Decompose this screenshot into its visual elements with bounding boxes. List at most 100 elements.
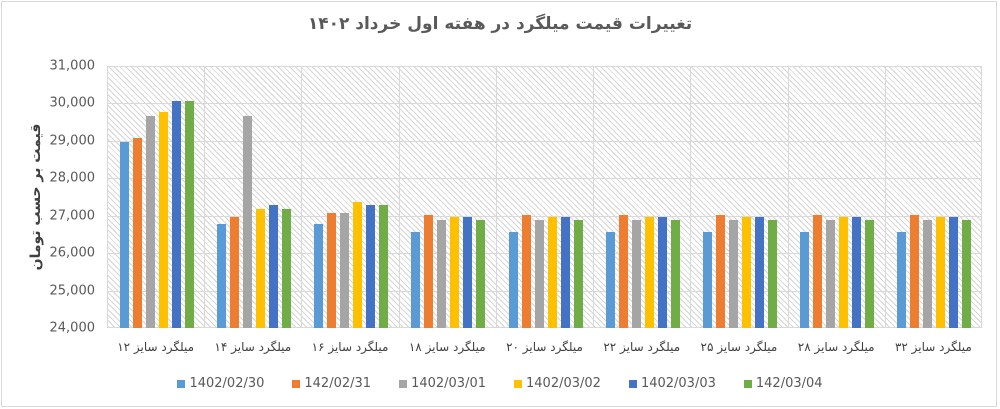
gridline-vertical bbox=[204, 67, 206, 327]
bar bbox=[366, 205, 376, 328]
bar bbox=[534, 220, 544, 328]
y-tick-label: 31,000 bbox=[49, 58, 96, 74]
gridline-vertical bbox=[301, 67, 303, 327]
x-tick-label: میلگرد سایز ۲۰ bbox=[506, 340, 583, 354]
bar bbox=[132, 138, 142, 328]
bar bbox=[800, 231, 810, 328]
legend-label: 1402/02/30 bbox=[189, 376, 265, 391]
legend-label: 142/03/04 bbox=[755, 376, 823, 391]
gridline-vertical bbox=[787, 67, 789, 327]
bar bbox=[728, 220, 738, 328]
bar bbox=[145, 115, 155, 328]
bar bbox=[702, 231, 712, 328]
legend-item: 1402/03/03 bbox=[628, 376, 716, 391]
bar bbox=[910, 214, 920, 328]
bar bbox=[670, 220, 680, 328]
x-tick-label: میلگرد سایز ۲۲ bbox=[603, 340, 681, 354]
bar bbox=[353, 201, 363, 328]
bar bbox=[923, 220, 933, 328]
gridline-vertical bbox=[884, 67, 886, 327]
bar bbox=[158, 111, 168, 328]
bar bbox=[424, 214, 434, 328]
legend: 1402/02/30 142/02/31 1402/03/01 1402/03/02 1… bbox=[0, 376, 1000, 391]
bar bbox=[521, 214, 531, 328]
x-tick-label: میلگرد سایز ۱۴ bbox=[214, 340, 292, 354]
bar bbox=[767, 220, 777, 328]
gridline-vertical bbox=[495, 67, 497, 327]
bar bbox=[450, 216, 460, 328]
chart-title: تغییرات قیمت میلگرد در هفته اول خرداد ۱۴… bbox=[307, 14, 693, 34]
legend-swatch-icon bbox=[292, 379, 301, 388]
y-tick-label: 25,000 bbox=[49, 283, 96, 299]
bar bbox=[229, 216, 239, 328]
gridline-horizontal bbox=[108, 215, 981, 217]
x-tick-label: میلگرد سایز ۱۶ bbox=[311, 340, 389, 354]
bar bbox=[379, 205, 389, 328]
x-tick-label: میلگرد سایز ۲۸ bbox=[797, 340, 875, 354]
bar bbox=[119, 141, 129, 328]
bar bbox=[852, 216, 862, 328]
legend-swatch-icon bbox=[399, 379, 408, 388]
bar bbox=[644, 216, 654, 328]
bar bbox=[242, 115, 252, 328]
bar bbox=[949, 216, 959, 328]
bar bbox=[314, 224, 324, 328]
bar bbox=[281, 209, 291, 328]
bar bbox=[184, 100, 194, 328]
legend-item: 142/02/31 bbox=[292, 376, 371, 391]
legend-label: 1402/03/01 bbox=[411, 376, 486, 391]
bar bbox=[631, 220, 641, 328]
gridline-vertical bbox=[398, 67, 400, 327]
y-tick-label: 26,000 bbox=[49, 245, 96, 261]
bar bbox=[573, 220, 583, 328]
bar bbox=[962, 220, 972, 328]
y-tick-label: 24,000 bbox=[49, 320, 96, 336]
bar bbox=[605, 231, 615, 328]
bar bbox=[741, 216, 751, 328]
legend-swatch-icon bbox=[628, 379, 637, 388]
x-tick-label: میلگرد سایز ۱۸ bbox=[408, 340, 486, 354]
bar bbox=[411, 231, 421, 328]
bar bbox=[437, 220, 447, 328]
gridline-horizontal bbox=[108, 103, 981, 105]
bar bbox=[936, 216, 946, 328]
bar bbox=[255, 209, 265, 328]
bar bbox=[476, 220, 486, 328]
y-tick-label: 28,000 bbox=[49, 170, 96, 186]
x-tick-label: میلگرد سایز ۲۵ bbox=[700, 340, 778, 354]
legend-swatch-icon bbox=[514, 379, 522, 388]
gridline-horizontal bbox=[108, 178, 981, 180]
bar bbox=[657, 216, 667, 328]
gridline-horizontal bbox=[108, 140, 981, 142]
gridline-horizontal bbox=[108, 290, 981, 292]
bar bbox=[754, 216, 764, 328]
legend-item: 1402/02/30 bbox=[177, 376, 264, 391]
plot-area bbox=[107, 66, 982, 328]
bar bbox=[839, 216, 849, 328]
bar bbox=[327, 212, 337, 328]
bar bbox=[826, 220, 836, 328]
y-tick-label: 30,000 bbox=[49, 95, 96, 111]
bar bbox=[715, 214, 725, 328]
legend-label: 1402/03/02 bbox=[526, 376, 601, 391]
gridline-horizontal bbox=[108, 253, 981, 255]
y-tick-label: 27,000 bbox=[49, 208, 96, 224]
bar bbox=[865, 220, 875, 328]
legend-item: 1402/03/02 bbox=[514, 376, 601, 391]
y-tick-label: 29,000 bbox=[49, 133, 96, 149]
bar bbox=[508, 231, 518, 328]
legend-swatch-icon bbox=[177, 379, 186, 388]
legend-item: 1402/03/01 bbox=[399, 376, 486, 391]
bar bbox=[547, 216, 557, 328]
bar bbox=[813, 214, 823, 328]
legend-item: 142/03/04 bbox=[743, 376, 823, 391]
x-tick-label: میلگرد سایز ۳۲ bbox=[894, 340, 972, 354]
gridline-vertical bbox=[690, 67, 692, 327]
gridline-vertical bbox=[593, 67, 595, 327]
bar bbox=[216, 224, 226, 328]
bar bbox=[897, 231, 907, 328]
legend-label: 142/02/31 bbox=[304, 376, 372, 391]
bar bbox=[171, 100, 181, 328]
legend-label: 1402/03/03 bbox=[640, 376, 716, 391]
bar bbox=[340, 212, 350, 328]
